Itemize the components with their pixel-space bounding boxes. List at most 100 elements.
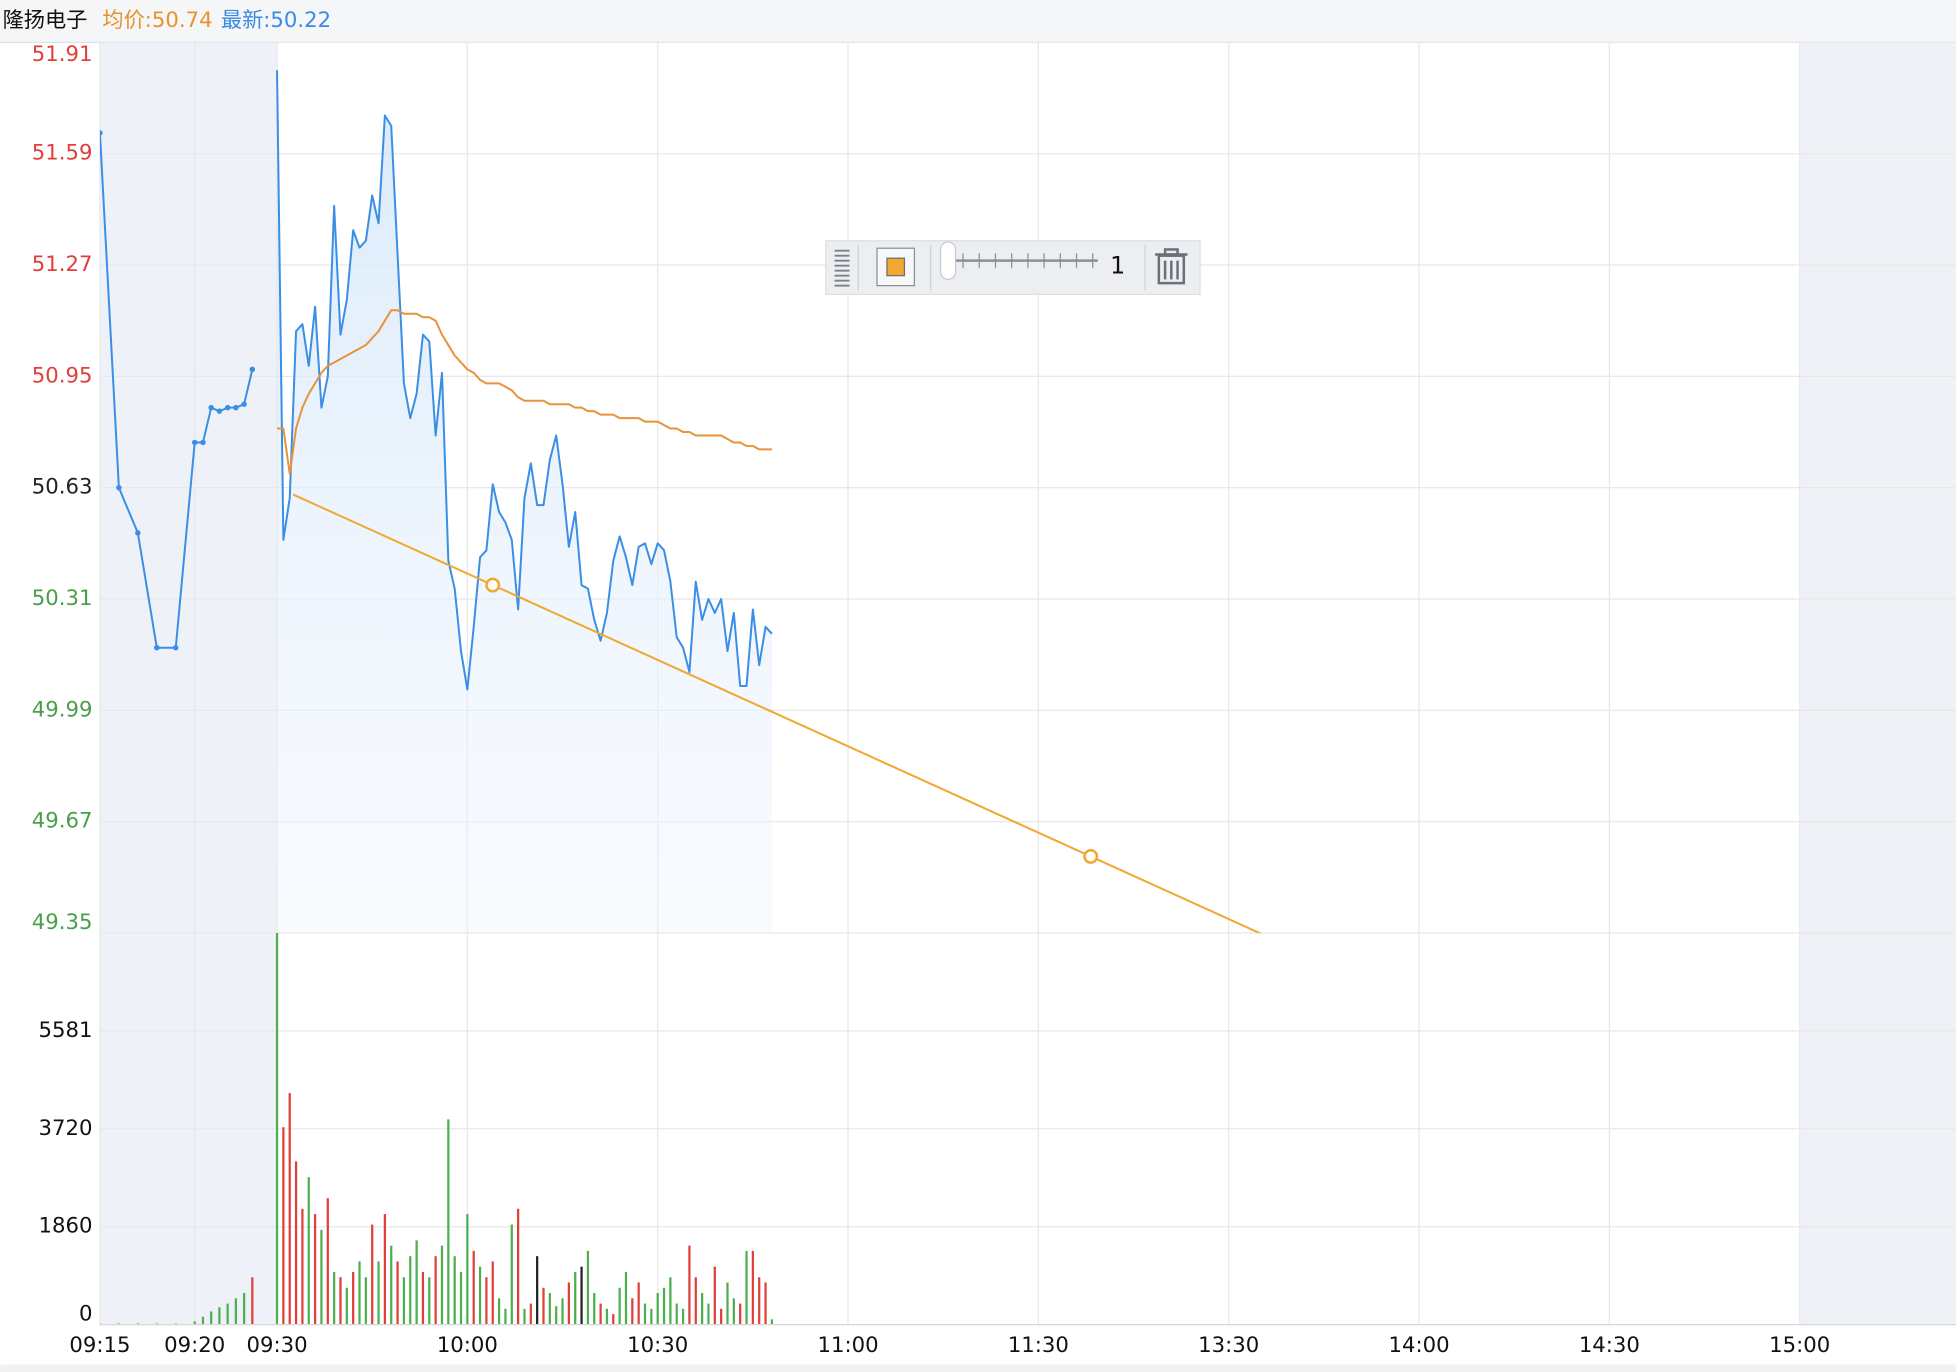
volume-bar [472, 1250, 475, 1325]
y-tick-label: 51.91 [32, 41, 93, 66]
volume-bar [523, 1308, 526, 1325]
trendline [292, 493, 1262, 933]
y-tick-label: 49.99 [32, 696, 93, 721]
volume-bar [726, 1282, 729, 1325]
x-tick-label: 10:30 [627, 1332, 688, 1357]
volume-bar [599, 1303, 602, 1325]
volume-bar [548, 1293, 551, 1325]
volume-bar [377, 1261, 380, 1325]
point [249, 366, 256, 373]
x-tick-label: 09:15 [69, 1332, 130, 1357]
volume-bar [320, 1229, 323, 1325]
point [191, 439, 198, 446]
point [116, 484, 122, 491]
volume-bar [574, 1271, 577, 1325]
volume-bar [251, 1277, 254, 1325]
volume-bar [313, 1214, 317, 1325]
volume-bar [485, 1277, 488, 1325]
avg-price: 均价:50.74 [102, 7, 212, 32]
toolbar-grip[interactable] [834, 249, 850, 287]
x-tick-label: 11:00 [818, 1332, 879, 1357]
volume-bar [567, 1282, 571, 1325]
volume-bar [294, 1161, 298, 1325]
point [173, 644, 179, 651]
volume-bar [720, 1308, 723, 1325]
y-tick-label: 49.35 [32, 909, 93, 934]
volume-bar [542, 1287, 545, 1325]
drawing-toolbar[interactable]: 1 [825, 240, 1201, 295]
volume-bar [396, 1261, 399, 1325]
volume-bar [282, 1127, 285, 1325]
point [135, 530, 141, 536]
volume-bar [242, 1293, 246, 1325]
y2-tick-label: 5581 [39, 1017, 93, 1042]
price-layer [99, 70, 1262, 933]
volume-bar [447, 1119, 450, 1325]
volume-bar [536, 1256, 539, 1325]
x-tick-label: 15:00 [1769, 1332, 1830, 1357]
x-tick-label: 10:00 [437, 1332, 498, 1357]
point [99, 130, 103, 136]
point [233, 404, 239, 411]
volume-bar [428, 1277, 431, 1325]
volume-bar [681, 1308, 685, 1325]
volume-bar [764, 1282, 767, 1325]
trendline-handle [1083, 848, 1099, 864]
point [241, 401, 247, 407]
volume-bar [201, 1316, 205, 1325]
y-tick-label: 51.27 [32, 251, 93, 276]
volume-bar [745, 1250, 748, 1325]
volume-bar [669, 1277, 672, 1325]
volume-bar [497, 1298, 501, 1325]
volume-bar [662, 1287, 666, 1325]
y2-tick-label: 3720 [39, 1115, 93, 1140]
x-tick-label: 09:20 [164, 1332, 225, 1357]
volume-bar [586, 1250, 590, 1325]
volume-bar [510, 1224, 513, 1325]
bottom-strip [0, 1364, 1956, 1372]
line-width-value: 1 [1110, 251, 1125, 279]
volume-bar [434, 1256, 437, 1325]
volume-bar [650, 1308, 653, 1325]
volume-bar [751, 1250, 754, 1325]
x-tick-label: 09:30 [247, 1332, 308, 1357]
point [224, 404, 231, 411]
volume-bar [466, 1214, 469, 1325]
x-tick-label: 14:00 [1389, 1332, 1450, 1357]
volume-bar [326, 1198, 329, 1325]
volume-bar [390, 1245, 393, 1325]
volume-bar [593, 1293, 596, 1325]
volume-bar [234, 1298, 237, 1325]
slider-knob[interactable] [939, 241, 957, 281]
slider-ticks [962, 253, 1094, 269]
volume-bar [758, 1277, 761, 1325]
volume-bar [421, 1271, 425, 1325]
volume-bar [656, 1293, 659, 1325]
volume-bar [612, 1314, 615, 1325]
volume-bar [631, 1298, 634, 1325]
y2-tick-label: 0 [79, 1301, 92, 1326]
volume-bar [459, 1271, 463, 1325]
volume-bar [561, 1298, 564, 1325]
delete-button[interactable] [1155, 248, 1188, 285]
volume-bar [440, 1245, 444, 1325]
volume-bar [478, 1266, 482, 1325]
volume-bar [529, 1303, 532, 1325]
volume-bar [352, 1271, 355, 1325]
volume-bar [383, 1214, 387, 1325]
y2-tick-label: 1860 [39, 1213, 93, 1238]
volume-bar [453, 1256, 456, 1325]
volume-bar [226, 1303, 229, 1325]
volume-bar [688, 1245, 691, 1325]
volume-bar [193, 1321, 196, 1325]
volume-bar [364, 1277, 367, 1325]
point [154, 644, 160, 651]
volume-bar [700, 1293, 704, 1325]
header-bar [0, 0, 1956, 43]
volume-bar [732, 1298, 735, 1325]
volume-bar [491, 1261, 494, 1325]
last-price: 最新:50.22 [221, 7, 331, 32]
plot-area: 09:15 09:20 09:30 10:00 10:30 11:00 11:30 13:30… [32, 41, 1956, 1357]
